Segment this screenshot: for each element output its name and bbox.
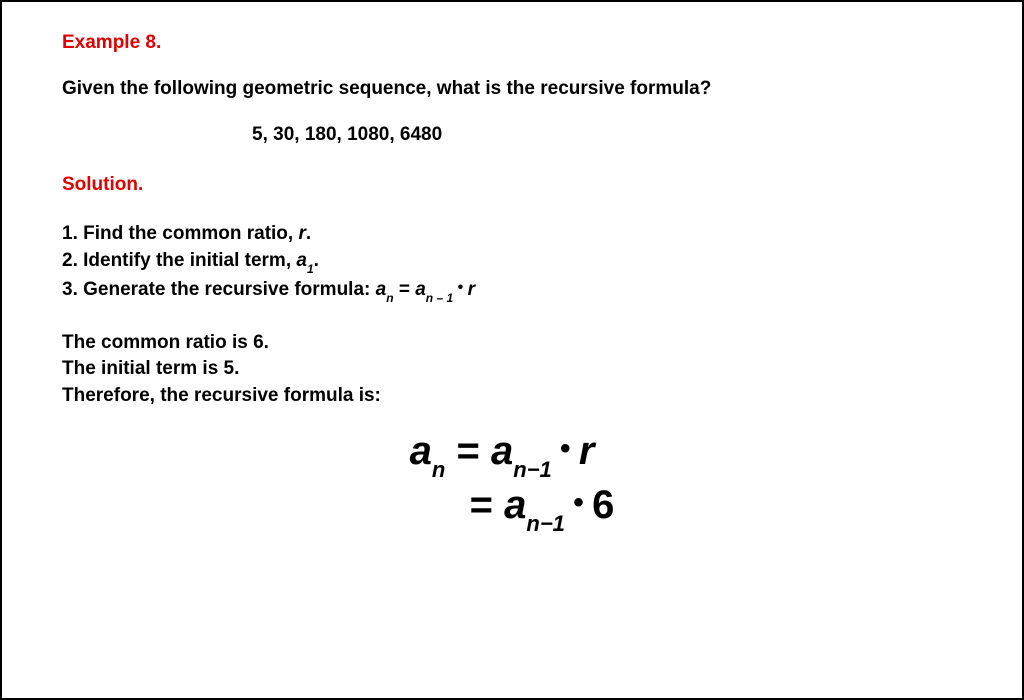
step-3-r: r	[468, 279, 475, 300]
step-1-var: r	[298, 223, 305, 244]
formula-line-1: an = an−1 • r	[410, 429, 595, 479]
document-page: Example 8. Given the following geometric…	[0, 0, 1024, 700]
formula-a1: a	[410, 429, 432, 473]
explain-ratio: The common ratio is 6.	[62, 330, 962, 357]
step-3-rhs-sub: n – 1	[426, 291, 453, 305]
step-3-eq: =	[394, 279, 416, 300]
step-3-rhs-a: a	[415, 279, 426, 300]
step-2-text: 2. Identify the initial term,	[62, 250, 296, 271]
solution-heading: Solution.	[62, 174, 962, 196]
explanation-block: The common ratio is 6. The initial term …	[62, 330, 962, 410]
formula-eq1: =	[445, 429, 491, 473]
formula-six: 6	[592, 483, 614, 527]
step-2: 2. Identify the initial term, a1.	[62, 247, 962, 276]
step-2-var: a	[296, 250, 307, 271]
formula-sub-nm1: n−1	[513, 457, 552, 482]
formula-eq2: =	[470, 483, 504, 527]
sequence-values: 5, 30, 180, 1080, 6480	[62, 124, 962, 146]
step-1-text: 1. Find the common ratio,	[62, 223, 298, 244]
formula-a3: a	[504, 483, 526, 527]
explain-therefore: Therefore, the recursive formula is:	[62, 383, 962, 410]
step-2-sub: 1	[307, 262, 314, 276]
formula-r: r	[579, 429, 595, 473]
formula-sub-nm1b: n−1	[526, 511, 565, 536]
formula-line-2: = an−1 • 6	[410, 483, 615, 533]
step-1-post: .	[306, 223, 311, 244]
step-1: 1. Find the common ratio, r.	[62, 220, 962, 248]
step-3-lhs-sub: n	[386, 291, 393, 305]
formula-block: an = an−1 • r = an−1 • 6	[62, 427, 962, 535]
step-3-dot: •	[453, 279, 468, 296]
example-heading: Example 8.	[62, 32, 962, 54]
formula-dot2: •	[565, 486, 592, 519]
step-3: 3. Generate the recursive formula: an = …	[62, 276, 962, 305]
formula-dot1: •	[552, 432, 579, 465]
step-2-post: .	[314, 250, 319, 271]
step-3-lhs-a: a	[376, 279, 387, 300]
step-3-text: 3. Generate the recursive formula:	[62, 279, 376, 300]
explain-initial: The initial term is 5.	[62, 356, 962, 383]
formula-a2: a	[491, 429, 513, 473]
solution-steps: 1. Find the common ratio, r. 2. Identify…	[62, 220, 962, 306]
formula-sub-n: n	[432, 457, 445, 482]
question-text: Given the following geometric sequence, …	[62, 76, 962, 102]
